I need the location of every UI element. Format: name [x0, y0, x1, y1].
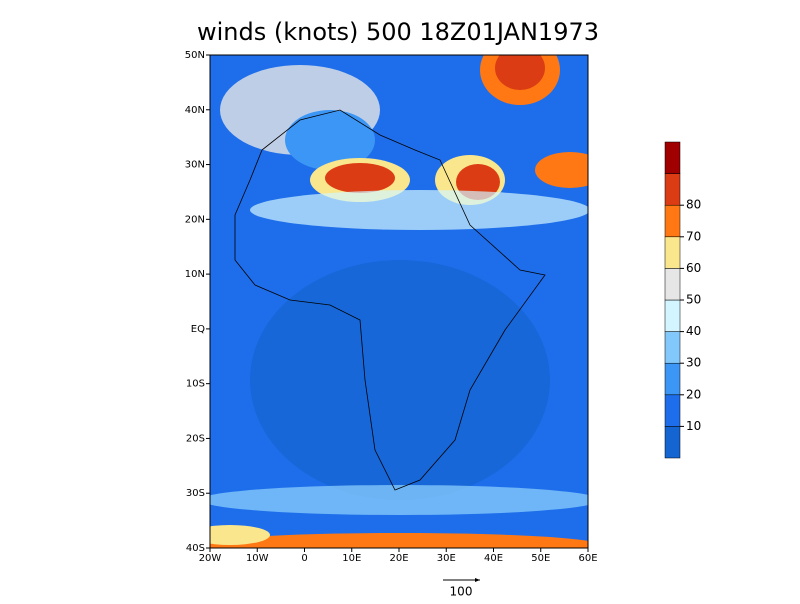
title: winds (knots) 500 18Z01JAN1973: [197, 18, 599, 46]
y-tick-label: 30S: [186, 488, 205, 499]
colorbar-box: [664, 236, 681, 269]
x-tick-label: 10W: [246, 553, 269, 564]
y-tick-label: 20N: [185, 214, 205, 225]
colorbar-box: [664, 204, 681, 238]
colorbar-box: [664, 331, 681, 364]
x-tick-label: 0: [301, 553, 307, 564]
y-tick-label: 40S: [186, 543, 205, 554]
colorbar-label: 60: [686, 261, 701, 275]
y-tick-label: 50N: [185, 50, 205, 61]
reference-label: 100: [450, 585, 473, 599]
y-tick-label: 40N: [185, 105, 205, 116]
wind-field: [210, 55, 588, 548]
y-tick-label: EQ: [191, 324, 205, 335]
y-tick-label: 10S: [186, 379, 205, 390]
colorbar-label: 70: [686, 229, 701, 243]
colorbar-box: [664, 299, 681, 332]
x-tick-label: 60E: [578, 553, 597, 564]
colorbar-box: [664, 394, 681, 427]
colorbar-label: 10: [686, 419, 701, 433]
y-tick-label: 10N: [185, 269, 205, 280]
x-tick-label: 10E: [342, 553, 361, 564]
y-tick-label: 30N: [185, 160, 205, 171]
x-tick-label: 20E: [389, 553, 408, 564]
reference-arrowhead: [475, 578, 480, 582]
x-tick-label: 20W: [199, 553, 222, 564]
colorbar-label: 40: [686, 324, 701, 338]
colorbar-label: 50: [686, 293, 701, 307]
x-tick-label: 50E: [531, 553, 550, 564]
colorbar-label: 30: [686, 356, 701, 370]
colorbar-box: [664, 426, 681, 459]
x-tick-label: 40E: [484, 553, 503, 564]
colorbar-box: [664, 141, 681, 174]
y-tick-label: 20S: [186, 433, 205, 444]
colorbar-box: [664, 173, 681, 206]
colorbar-box: [664, 362, 681, 396]
colorbar-label: 80: [686, 198, 701, 212]
x-tick-label: 30E: [437, 553, 456, 564]
colorbar-box: [664, 268, 681, 301]
colorbar-label: 20: [686, 387, 701, 401]
